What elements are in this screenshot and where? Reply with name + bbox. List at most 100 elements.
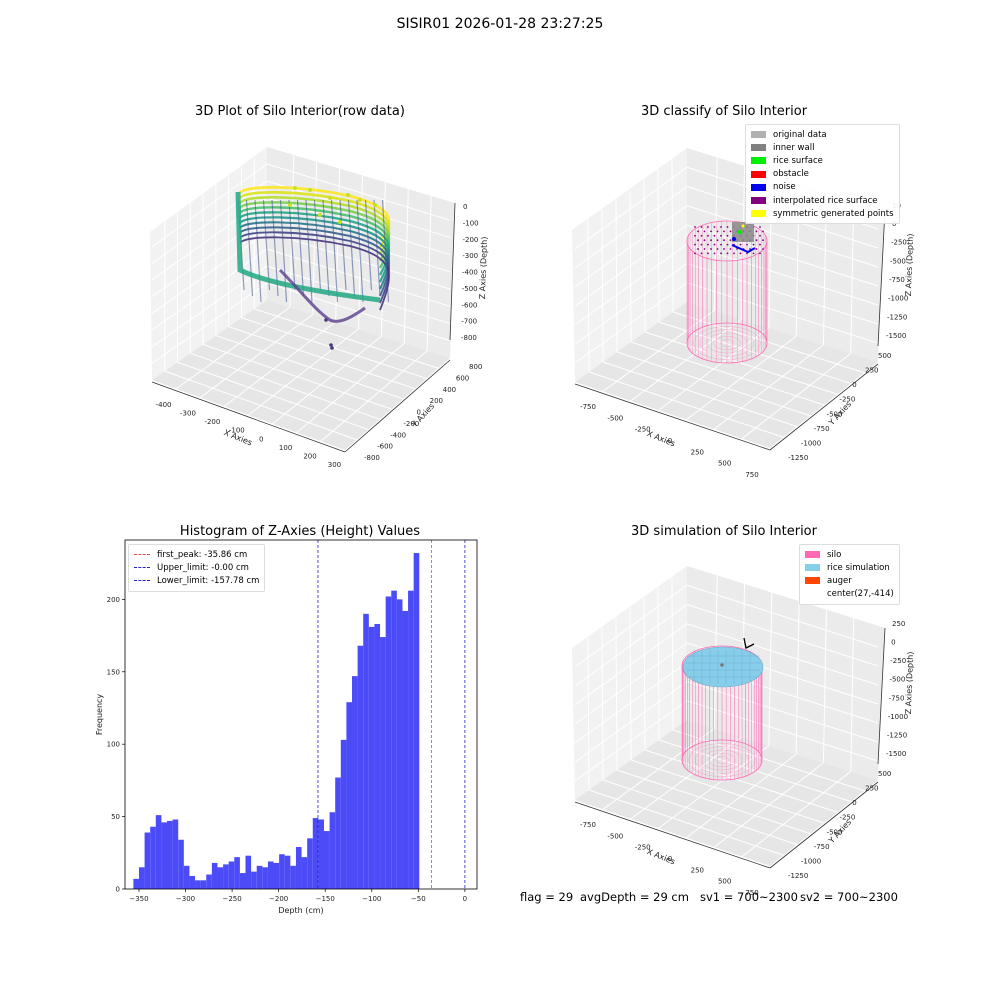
silo-bottom-ring: [708, 753, 736, 767]
interpolated-point: [726, 234, 729, 237]
legend-entry: first_peak: -35.86 cm: [134, 548, 259, 561]
y-tick-label: -1000: [801, 439, 821, 447]
interpolated-point: [713, 226, 716, 228]
floor-pane: [152, 300, 450, 450]
grid-line: [177, 361, 369, 431]
histogram-bar: [206, 874, 212, 889]
legend-label: Upper_limit: -0.00 cm: [157, 562, 249, 573]
histogram-bar: [161, 822, 168, 889]
grid-line: [380, 181, 386, 337]
interpolated-point: [729, 248, 732, 250]
histogram-bar: [301, 857, 308, 889]
grid-line: [151, 248, 268, 331]
legend-swatch: [751, 131, 766, 139]
grid-line: [164, 370, 357, 441]
interpolated-point: [694, 226, 696, 228]
histogram-bar: [357, 645, 364, 889]
x-axis-label: X Axies: [646, 429, 677, 448]
y-tick-label: 50: [111, 813, 120, 821]
interpolated-point: [755, 230, 758, 233]
legend-line-sample: [134, 567, 150, 569]
histogram-bar: [408, 590, 414, 889]
grid-line: [644, 749, 838, 813]
grid-line: [241, 317, 427, 379]
interpolated-point: [759, 243, 761, 246]
legend-entry: interpolated rice surface: [751, 194, 894, 207]
grid-line: [658, 739, 852, 802]
grid-line: [151, 282, 268, 364]
legend-entry: Lower_limit: -157.78 cm: [134, 574, 259, 587]
interpolated-point: [739, 243, 742, 246]
y-tick-label: 500: [878, 352, 891, 360]
point-cloud-streak: [381, 199, 390, 303]
grid-line: [151, 231, 268, 314]
silo-bottom-ring: [693, 326, 761, 360]
legend-label: first_peak: -35.86 cm: [157, 549, 248, 560]
histogram-bar: [223, 864, 229, 889]
histogram-bar: [234, 857, 240, 889]
grid-line: [574, 205, 688, 288]
x-axis-label: X Axies: [646, 847, 677, 866]
interpolated-point: [762, 230, 764, 233]
grid-line: [175, 306, 291, 390]
z-tick-label: 0: [891, 639, 895, 647]
y-tick-label: 100: [107, 741, 120, 749]
interpolated-point: [726, 243, 729, 246]
x-tick-label: −100: [362, 895, 381, 903]
histogram-bar: [189, 875, 196, 889]
grid-line: [574, 243, 688, 326]
y-tick-label: -250: [839, 814, 855, 822]
histogram-bar: [144, 832, 151, 889]
histogram-bar: [155, 815, 162, 889]
point-cloud-streak: [313, 199, 322, 291]
z-tick-label: -800: [461, 334, 477, 342]
histogram-bar: [279, 854, 285, 889]
x-tick-label: 750: [745, 471, 758, 479]
grid-line: [574, 661, 688, 744]
y-axis-line: [344, 359, 451, 453]
x-tick-label: −250: [222, 895, 241, 903]
histogram-legend: first_peak: -35.86 cm Upper_limit: -0.00 …: [128, 544, 266, 592]
histogram-bar: [402, 610, 409, 889]
grid-line: [686, 224, 879, 287]
x-tick-label: -250: [635, 844, 651, 852]
grid-line: [574, 604, 688, 687]
z-axis-label: Z Axies (Depth): [478, 236, 489, 299]
grid-line: [151, 163, 268, 248]
histogram-bar: [312, 818, 319, 889]
y-tick-label: 500: [878, 770, 891, 778]
x-axis-label: Depth (cm): [278, 906, 323, 915]
grid-line: [616, 769, 811, 835]
histogram-bar: [295, 847, 302, 889]
plot-frame: [124, 539, 478, 890]
histogram-bar: [262, 867, 268, 889]
point: [358, 198, 362, 202]
histogram-bar: [290, 865, 296, 889]
grid-line: [686, 263, 879, 325]
x-tick-label: -200: [204, 418, 220, 426]
z-axis-line: [877, 627, 886, 765]
simulation-3d-plot: -750-500-2500250500750-1250-1000-750-500…: [572, 566, 915, 897]
legend-entry: center(27,-414): [805, 588, 894, 601]
legend-label: inner wall: [773, 142, 815, 153]
interpolated-point: [703, 230, 706, 233]
interpolated-point: [723, 230, 725, 233]
y-tick-label: -1250: [788, 872, 808, 880]
histogram-bar: [391, 590, 397, 889]
interpolated-point: [726, 226, 729, 228]
y-tick-label: 150: [107, 668, 120, 676]
interpolated-point: [729, 230, 732, 233]
point: [330, 346, 334, 350]
z-tick-label: -500: [890, 257, 906, 265]
histogram-title: Histogram of Z-Axies (Height) Values: [179, 524, 421, 539]
z-tick-label: -600: [462, 301, 478, 309]
point: [308, 188, 312, 192]
silo-bottom-ring: [681, 739, 763, 781]
grid-line: [630, 341, 825, 406]
point-cloud-streak: [305, 199, 313, 303]
interpolated-point: [736, 248, 738, 250]
histogram-bar: [335, 777, 341, 889]
legend-swatch: [751, 144, 766, 152]
histogram-bar: [368, 626, 375, 889]
z-tick-label: -500: [462, 285, 478, 293]
